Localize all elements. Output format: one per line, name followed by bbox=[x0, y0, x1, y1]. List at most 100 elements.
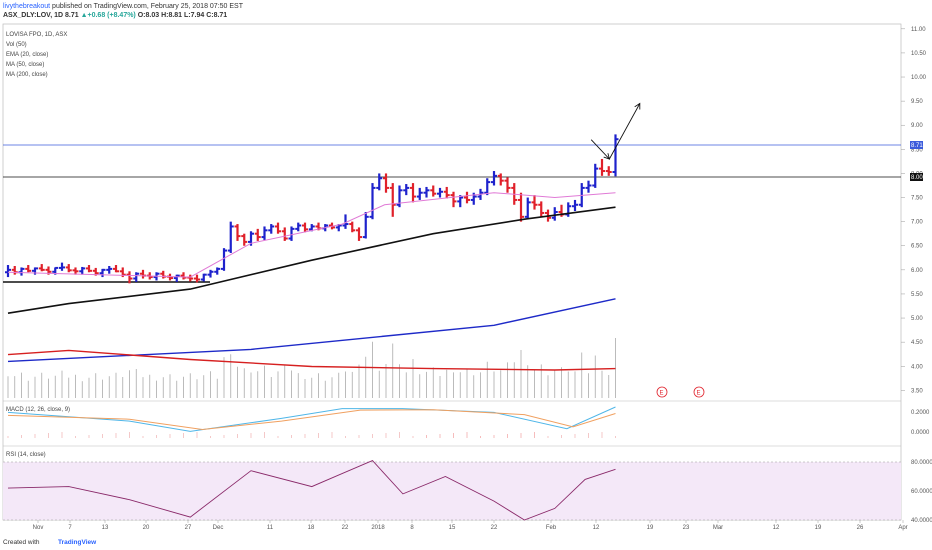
ohlc-bar bbox=[524, 197, 531, 220]
x-tick-label: 13 bbox=[102, 525, 109, 531]
ohlc-bar bbox=[599, 158, 605, 176]
ohlc-bar bbox=[194, 274, 200, 283]
ohlc-bar bbox=[302, 222, 308, 233]
ohlc-bar bbox=[504, 177, 511, 193]
chart-header: livythebreakout published on TradingView… bbox=[0, 0, 932, 22]
ohlc-bar bbox=[403, 184, 410, 196]
x-tick-label: 19 bbox=[815, 525, 822, 531]
ohlc-bar bbox=[592, 163, 599, 188]
ohlc-bar bbox=[443, 186, 450, 199]
y-tick-label: 3.50 bbox=[911, 388, 923, 394]
rsi-label: RSI (14, close) bbox=[6, 452, 46, 458]
ohlc-bar bbox=[5, 265, 11, 278]
last-price: 8.71 bbox=[65, 12, 79, 19]
legend-ma200: MA (200, close) bbox=[6, 72, 48, 78]
x-tick-label: 15 bbox=[449, 525, 456, 531]
ohlc-bar bbox=[605, 166, 612, 176]
ohlc-bar bbox=[551, 207, 558, 221]
ohlc-bar bbox=[430, 185, 437, 197]
legend-symbol: LOVISA FPO, 1D, ASX bbox=[6, 32, 67, 38]
macd-pane: 0.2000 0.0000 bbox=[7, 406, 930, 438]
footer: Created with TradingView bbox=[0, 535, 932, 550]
price-axis[interactable]: 11.00 10.50 10.00 9.50 9.00 8.50 8.00 7.50 7.00 6… bbox=[901, 27, 927, 395]
ohlc-bar bbox=[518, 192, 524, 222]
ohlc-bar bbox=[180, 272, 187, 280]
macd-tick-label: 0.2000 bbox=[911, 410, 930, 416]
time-axis[interactable]: Nov 7 13 20 27 Dec 11 18 22 2018 8 15 22 Feb 12 19 23 Mar… bbox=[33, 520, 908, 531]
ohlc-bar bbox=[342, 214, 349, 229]
ohlc-bar bbox=[389, 183, 396, 217]
ohlc-bar bbox=[207, 269, 214, 278]
x-tick-label: 19 bbox=[647, 525, 654, 531]
y-tick-label: 9.50 bbox=[911, 99, 923, 105]
ohlc-bar bbox=[200, 273, 207, 282]
ohlc-bar bbox=[38, 264, 45, 272]
price-change: ▲+0.68 (+8.47%) bbox=[80, 12, 136, 19]
y-tick-label: 8.50 bbox=[911, 147, 923, 153]
ohlc-bar bbox=[227, 221, 234, 253]
price-label-871: 8.71 bbox=[910, 141, 923, 149]
ohlc-bar bbox=[72, 267, 79, 275]
x-tick-label: 22 bbox=[342, 525, 349, 531]
ohlc-bar bbox=[497, 173, 504, 186]
tradingview-logo-icon[interactable]: TradingView bbox=[58, 539, 97, 546]
symbol-title: ASX_DLY:LOV, 1D bbox=[3, 12, 64, 19]
x-tick-label: Mar bbox=[713, 525, 723, 531]
ohlc-bar bbox=[416, 187, 423, 200]
svg-text:8.71: 8.71 bbox=[911, 143, 923, 149]
ohlc-bar bbox=[437, 187, 443, 198]
indicator-lines bbox=[7, 192, 616, 371]
ohlc-bar bbox=[383, 173, 389, 193]
ema20-line bbox=[7, 192, 616, 278]
ohlc-bar bbox=[464, 191, 470, 204]
author-link[interactable]: livythebreakout bbox=[3, 3, 51, 10]
x-tick-label: 20 bbox=[143, 525, 150, 531]
legend-vol: Vol (50) bbox=[6, 42, 27, 48]
ohlc-bar bbox=[241, 233, 248, 246]
macd-tick-label: 0.0000 bbox=[911, 430, 930, 436]
y-tick-label: 6.00 bbox=[911, 268, 923, 274]
ohlc-bar bbox=[221, 248, 227, 271]
macd-label: MACD (12, 26, close, 9) bbox=[6, 407, 70, 413]
rsi-tick-label: 60.0000 bbox=[911, 489, 932, 495]
ma50-line bbox=[7, 206, 616, 314]
earnings-marker-icon[interactable]: E bbox=[656, 386, 668, 398]
ohlc-bar bbox=[295, 222, 302, 232]
x-tick-label: 27 bbox=[185, 525, 192, 531]
ohlc-bar bbox=[572, 199, 578, 212]
x-tick-label: 8 bbox=[410, 525, 414, 531]
price-chart[interactable]: LOVISA FPO, 1D, ASX Vol (50) EMA (20, cl… bbox=[0, 0, 932, 535]
svg-text:8.00: 8.00 bbox=[911, 175, 923, 181]
y-tick-label: 5.00 bbox=[911, 316, 923, 322]
ohlc-bar bbox=[369, 183, 376, 220]
y-tick-label: 7.00 bbox=[911, 220, 923, 226]
ohlc-bar bbox=[79, 266, 86, 275]
x-tick-label: 11 bbox=[267, 525, 274, 531]
ohlc-bar bbox=[281, 227, 288, 241]
macd-line bbox=[7, 406, 616, 432]
ohlc-bar bbox=[356, 227, 362, 241]
svg-text:E: E bbox=[660, 391, 664, 397]
ohlc-bar bbox=[261, 226, 268, 240]
ohlc-bar bbox=[214, 267, 221, 275]
earnings-marker-icon[interactable]: E bbox=[693, 386, 705, 398]
x-tick-label: Nov bbox=[33, 525, 44, 531]
legend-ema: EMA (20, close) bbox=[6, 52, 48, 58]
x-tick-label: 12 bbox=[773, 525, 780, 531]
x-tick-label: 18 bbox=[308, 525, 315, 531]
price-label-800: 8.00 bbox=[910, 173, 923, 181]
y-tick-label: 11.00 bbox=[911, 27, 926, 33]
ohlc-bar bbox=[491, 171, 497, 186]
ohlc-bar bbox=[423, 186, 430, 198]
ohlc-bar bbox=[349, 221, 356, 233]
ohlc-bars bbox=[5, 134, 619, 284]
rsi-tick-label: 80.0000 bbox=[911, 460, 932, 466]
ohlc-bar bbox=[99, 268, 106, 278]
ohlc-bar bbox=[234, 224, 241, 241]
ohlc-readout: O:8.03 H:8.81 L:7.94 C:8.71 bbox=[137, 12, 228, 19]
x-tick-label: Apr bbox=[898, 525, 907, 531]
ohlc-bar bbox=[275, 222, 281, 234]
x-tick-label: 7 bbox=[68, 525, 72, 531]
x-tick-label: 2018 bbox=[371, 525, 385, 531]
ohlc-bar bbox=[612, 134, 619, 177]
